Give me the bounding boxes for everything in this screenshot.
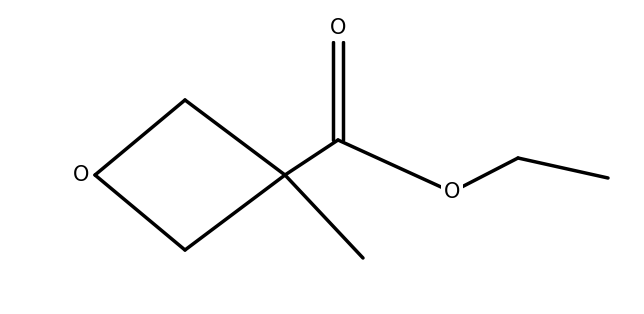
Text: O: O [444, 182, 460, 202]
Text: O: O [330, 18, 346, 38]
Text: O: O [73, 165, 89, 185]
